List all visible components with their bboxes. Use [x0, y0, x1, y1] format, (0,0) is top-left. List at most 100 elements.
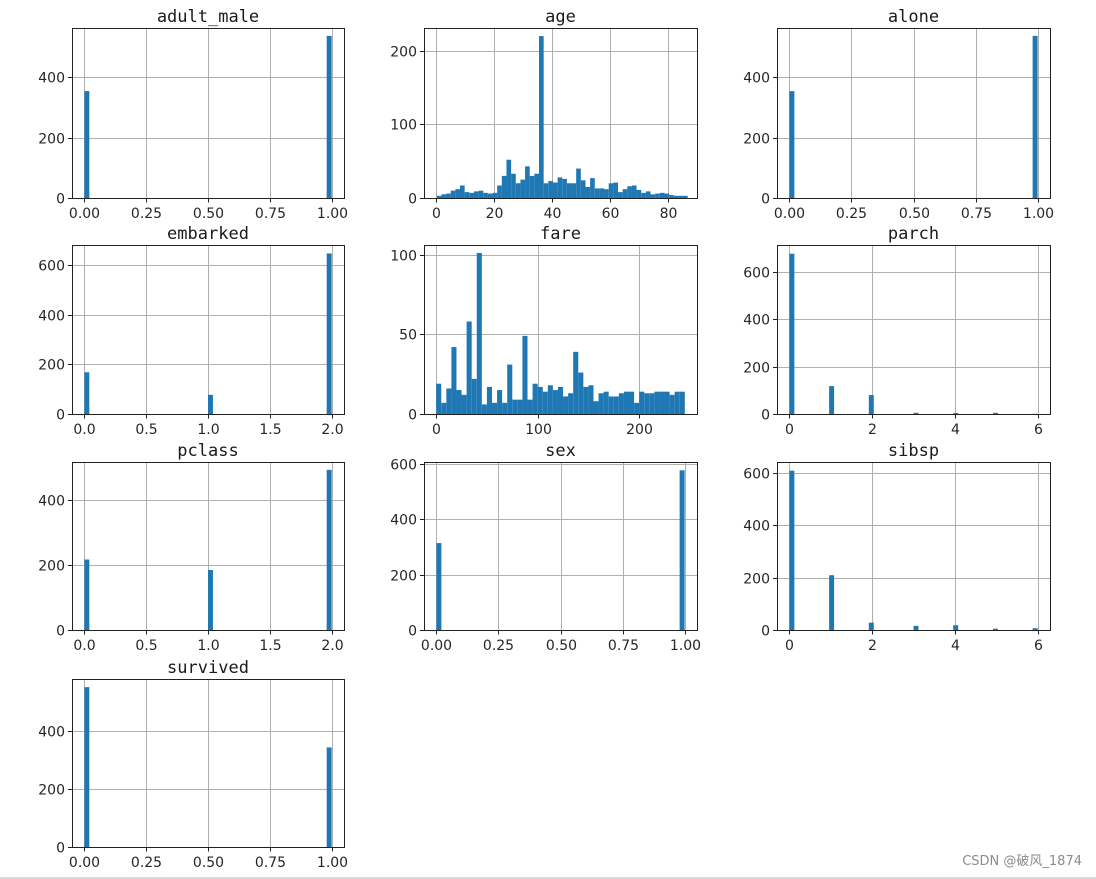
bar: [512, 399, 518, 414]
bar: [645, 191, 651, 198]
bar: [84, 559, 90, 630]
y-tick-label: 600: [743, 467, 770, 483]
x-tick-label: 0.50: [193, 206, 224, 222]
bar: [644, 393, 650, 414]
bar: [669, 195, 674, 198]
x-tick-label: 6: [1034, 422, 1043, 438]
x-tick-label: 0.0: [73, 422, 95, 438]
bar: [517, 399, 523, 414]
subplot-adult_male: 0.00 0.25 0.50 0.75 1.00 0 200 400 adult_male: [38, 7, 348, 222]
x-tick-label: 0.75: [255, 206, 286, 222]
bar: [451, 347, 457, 414]
bar: [492, 192, 498, 198]
y-tick-label: 200: [743, 132, 770, 148]
bar: [953, 625, 959, 630]
bar: [208, 394, 213, 414]
y-tick-label: 400: [38, 71, 65, 87]
y-tick-label: 0: [761, 192, 770, 208]
bar: [326, 253, 332, 414]
x-tick-label: 0: [432, 206, 441, 222]
y-tick-label: 200: [38, 559, 65, 575]
subplot-pclass: 0.0 0.5 1.0 1.5 2.0 0 200 400 pclass: [38, 441, 345, 654]
x-tick-label: 0.75: [255, 855, 286, 871]
y-tick-label: 400: [743, 313, 770, 329]
x-tick-label: 0.00: [421, 638, 452, 654]
y-tick-label: 600: [390, 458, 417, 474]
bar: [992, 412, 998, 414]
x-tick-label: 0.0: [73, 638, 95, 654]
bar: [580, 180, 586, 198]
bar: [659, 192, 665, 198]
x-tick-label: 80: [660, 206, 678, 222]
x-tick-label: 20: [486, 206, 504, 222]
bar: [655, 193, 660, 198]
bar: [913, 625, 919, 630]
bar: [492, 402, 498, 414]
bar: [476, 252, 482, 414]
bar: [481, 404, 487, 414]
subplot-title: pclass: [177, 441, 238, 461]
axes-frame: [424, 28, 698, 199]
y-tick-label: 0: [408, 624, 417, 640]
bar: [542, 391, 548, 414]
subplot-embarked: 0.0 0.5 1.0 1.5 2.0 0 200 400 600 embarked: [38, 224, 345, 438]
bar: [789, 253, 795, 414]
x-tick-label: 0: [785, 638, 794, 654]
bar: [557, 177, 563, 198]
bar: [679, 391, 685, 414]
x-tick-label: 1.00: [317, 206, 348, 222]
subplot-title: alone: [888, 7, 939, 27]
y-tick-label: 50: [399, 328, 417, 344]
bar: [659, 391, 665, 414]
y-tick-label: 0: [761, 624, 770, 640]
bar: [629, 391, 635, 414]
bar: [599, 188, 605, 198]
bottom-rule: [0, 877, 1096, 879]
bar: [664, 391, 670, 414]
x-tick-label: 60: [602, 206, 620, 222]
subplot-title: embarked: [167, 224, 249, 244]
bar: [590, 178, 595, 198]
bar: [608, 396, 614, 414]
y-tick-label: 0: [408, 408, 417, 424]
bar: [520, 179, 526, 198]
axes-frame: [777, 245, 1051, 415]
bar: [634, 402, 640, 414]
y-tick-label: 0: [56, 192, 65, 208]
bar: [594, 188, 600, 198]
bar: [789, 91, 795, 198]
x-tick-label: 0.00: [69, 855, 100, 871]
bar: [613, 182, 619, 198]
subplot-title: parch: [888, 224, 939, 244]
bar: [529, 175, 535, 198]
subplot-title: sibsp: [888, 441, 939, 461]
x-tick-label: 0.00: [774, 206, 805, 222]
x-tick-label: 6: [1034, 638, 1043, 654]
bar: [678, 195, 684, 198]
bar: [446, 388, 452, 414]
bar: [585, 186, 591, 198]
bar: [539, 36, 544, 198]
y-tick-label: 400: [38, 309, 65, 325]
x-tick-label: 1.5: [259, 638, 281, 654]
bar: [473, 191, 479, 198]
bar: [326, 35, 332, 198]
bar: [953, 413, 959, 414]
x-tick-label: 0.5: [135, 638, 157, 654]
y-tick-label: 100: [390, 249, 417, 265]
bar: [441, 194, 447, 198]
bar: [636, 189, 642, 198]
bar: [507, 364, 513, 414]
subplot-title: survived: [167, 658, 249, 678]
bar: [326, 747, 332, 847]
bar: [543, 183, 549, 198]
bar: [618, 192, 623, 198]
y-tick-label: 0: [56, 408, 65, 424]
x-tick-label: 0.75: [608, 638, 639, 654]
y-tick-label: 400: [390, 513, 417, 529]
bar: [511, 173, 516, 198]
bar: [557, 386, 564, 414]
bar: [679, 470, 685, 630]
bar: [992, 628, 998, 630]
bar: [506, 159, 512, 198]
